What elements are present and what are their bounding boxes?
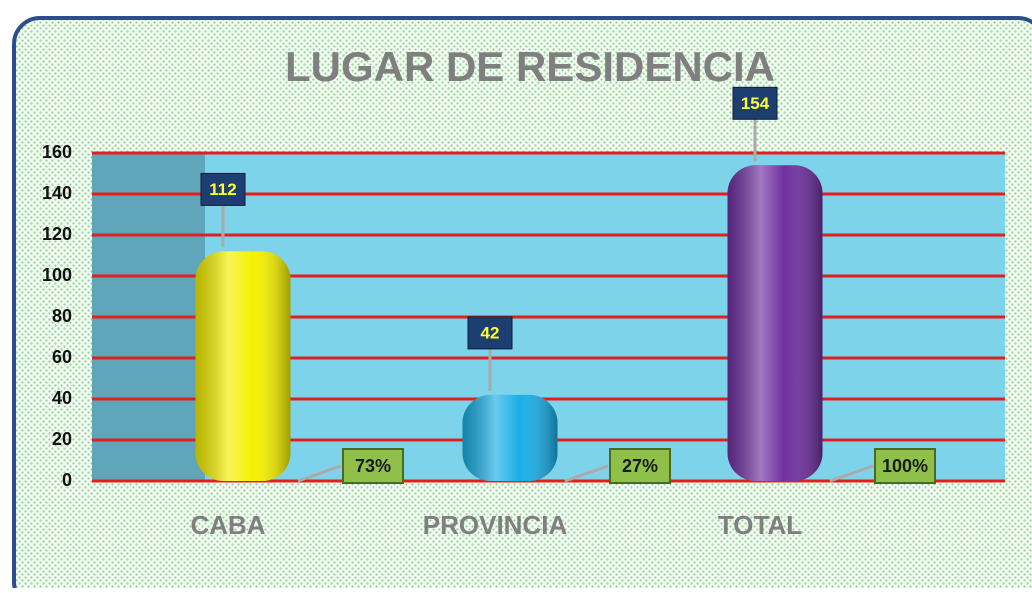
leader-line	[297, 464, 342, 483]
bar-shine	[727, 165, 823, 482]
value-label: 42	[481, 323, 500, 342]
percent-label-box	[609, 448, 671, 484]
leader-line	[564, 464, 609, 483]
x-tick-label: PROVINCIA	[423, 510, 568, 540]
y-tick-label: 140	[42, 183, 72, 203]
y-tick-label: 100	[42, 265, 72, 285]
value-label: 154	[741, 94, 770, 113]
percent-label-box	[342, 448, 404, 484]
y-tick-label: 120	[42, 224, 72, 244]
bar-shine	[195, 251, 291, 481]
chart-title: LUGAR DE RESIDENCIA	[285, 43, 775, 90]
y-tick-label: 0	[62, 470, 72, 490]
y-tick-label: 40	[52, 388, 72, 408]
percent-label-box	[874, 448, 936, 484]
y-tick-label: 80	[52, 306, 72, 326]
y-tick-label: 20	[52, 429, 72, 449]
percent-label: 100%	[882, 456, 928, 476]
x-tick-label: TOTAL	[718, 510, 802, 540]
y-tick-label: 160	[42, 142, 72, 162]
value-label-box	[200, 172, 246, 206]
bar-shine	[462, 394, 558, 481]
value-label-box	[732, 86, 778, 120]
value-label: 112	[209, 180, 236, 199]
x-tick-label: CABA	[190, 510, 265, 540]
leader-line	[829, 464, 874, 483]
y-tick-label: 60	[52, 347, 72, 367]
percent-label: 73%	[355, 456, 391, 476]
value-label-box	[467, 316, 513, 350]
percent-label: 27%	[622, 456, 658, 476]
